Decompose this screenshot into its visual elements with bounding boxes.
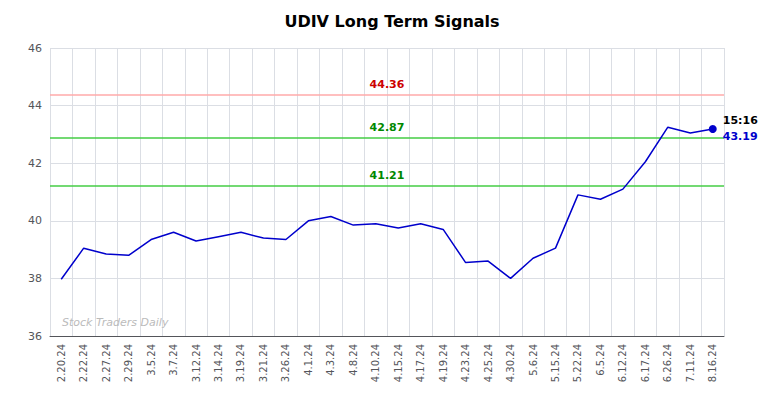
svg-text:4.15.24: 4.15.24 bbox=[393, 344, 404, 382]
svg-text:4.25.24: 4.25.24 bbox=[483, 344, 494, 382]
svg-text:15:16: 15:16 bbox=[723, 114, 758, 127]
svg-text:5.22.24: 5.22.24 bbox=[572, 344, 583, 382]
svg-text:6.26.24: 6.26.24 bbox=[662, 344, 673, 382]
svg-text:2.20.24: 2.20.24 bbox=[56, 344, 67, 382]
svg-text:3.7.24: 3.7.24 bbox=[168, 344, 179, 376]
svg-text:5.15.24: 5.15.24 bbox=[550, 344, 561, 382]
svg-text:44: 44 bbox=[28, 99, 42, 112]
svg-text:Stock Traders Daily: Stock Traders Daily bbox=[62, 316, 169, 329]
svg-text:4.3.24: 4.3.24 bbox=[325, 344, 336, 376]
svg-text:2.29.24: 2.29.24 bbox=[123, 344, 134, 382]
svg-text:44.36: 44.36 bbox=[370, 78, 405, 91]
svg-text:2.27.24: 2.27.24 bbox=[101, 344, 112, 382]
svg-text:3.26.24: 3.26.24 bbox=[280, 344, 291, 382]
svg-text:36: 36 bbox=[28, 330, 42, 343]
svg-text:40: 40 bbox=[28, 214, 42, 227]
svg-text:6.17.24: 6.17.24 bbox=[640, 344, 651, 382]
svg-text:46: 46 bbox=[28, 42, 42, 55]
svg-text:43.19: 43.19 bbox=[723, 130, 758, 143]
svg-text:8.16.24: 8.16.24 bbox=[707, 344, 718, 382]
svg-text:3.14.24: 3.14.24 bbox=[213, 344, 224, 382]
svg-text:5.6.24: 5.6.24 bbox=[528, 344, 539, 376]
svg-text:4.30.24: 4.30.24 bbox=[505, 344, 516, 382]
svg-text:UDIV Long Term Signals: UDIV Long Term Signals bbox=[284, 12, 499, 31]
svg-text:4.19.24: 4.19.24 bbox=[438, 344, 449, 382]
svg-text:4.8.24: 4.8.24 bbox=[348, 344, 359, 376]
svg-text:38: 38 bbox=[28, 272, 42, 285]
svg-text:42: 42 bbox=[28, 157, 42, 170]
svg-text:4.10.24: 4.10.24 bbox=[370, 344, 381, 382]
svg-text:2.22.24: 2.22.24 bbox=[78, 344, 89, 382]
svg-text:7.11.24: 7.11.24 bbox=[685, 344, 696, 382]
svg-text:3.19.24: 3.19.24 bbox=[235, 344, 246, 382]
svg-text:3.5.24: 3.5.24 bbox=[146, 344, 157, 376]
svg-text:3.12.24: 3.12.24 bbox=[191, 344, 202, 382]
svg-text:41.21: 41.21 bbox=[370, 169, 405, 182]
svg-text:4.1.24: 4.1.24 bbox=[303, 344, 314, 376]
svg-text:42.87: 42.87 bbox=[370, 121, 405, 134]
svg-text:4.17.24: 4.17.24 bbox=[415, 344, 426, 382]
svg-text:6.12.24: 6.12.24 bbox=[617, 344, 628, 382]
svg-text:3.21.24: 3.21.24 bbox=[258, 344, 269, 382]
svg-text:6.5.24: 6.5.24 bbox=[595, 344, 606, 376]
svg-text:4.23.24: 4.23.24 bbox=[460, 344, 471, 382]
